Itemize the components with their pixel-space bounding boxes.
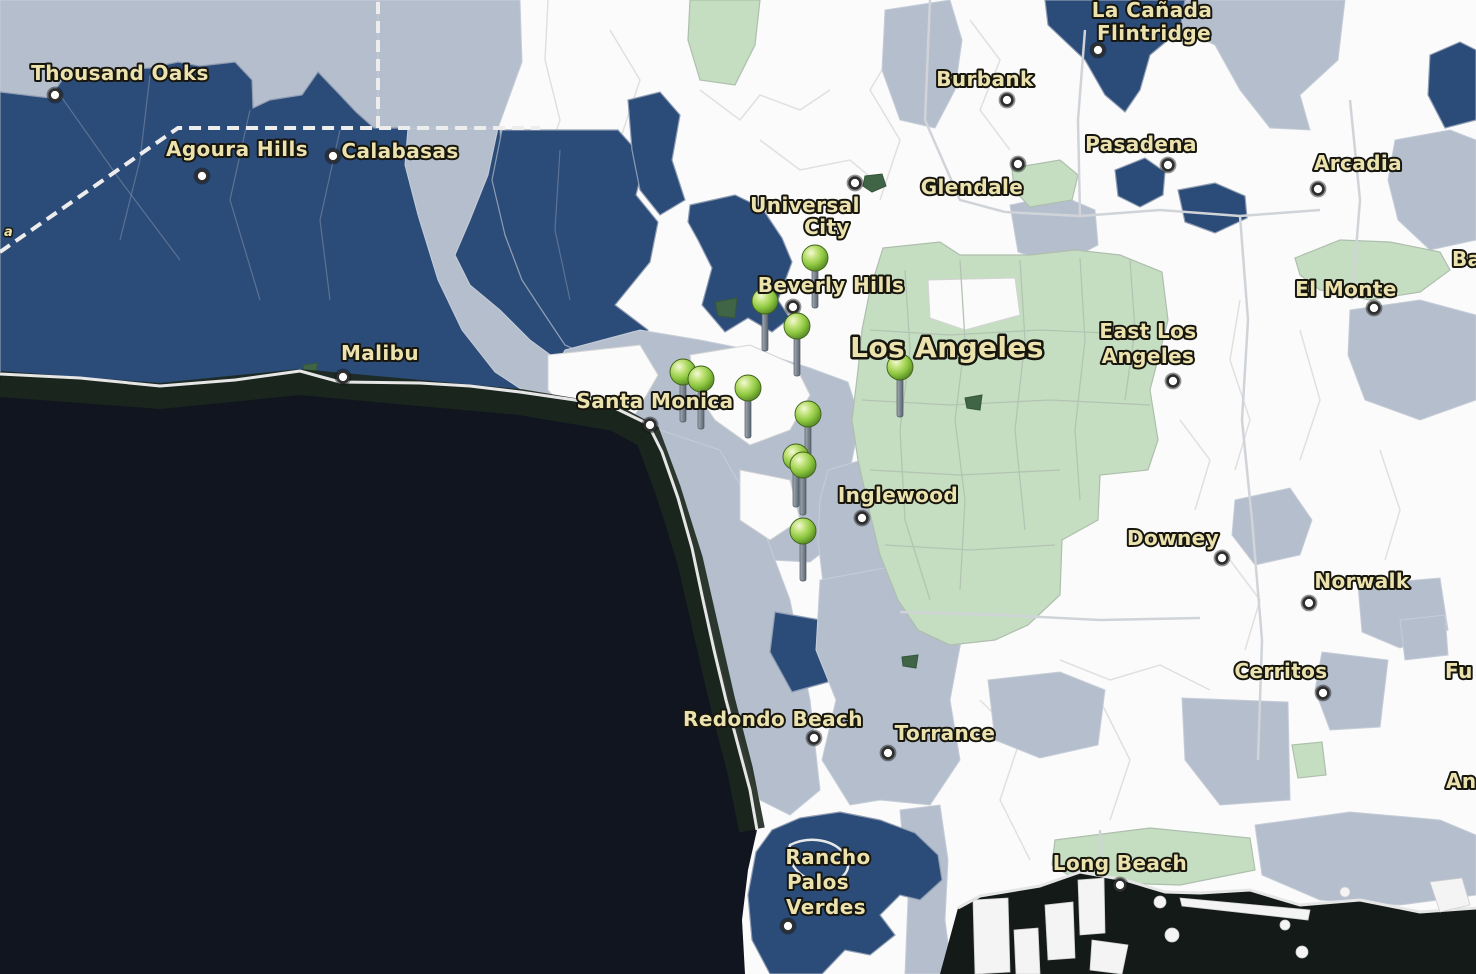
zip-boundaries <box>409 0 1401 861</box>
region-polygon <box>739 469 801 541</box>
city-label-agoura-hills: Agoura Hills <box>166 137 308 161</box>
city-label-cerritos: Cerritos <box>1234 659 1327 683</box>
city-label-la-canada-line2: Flintridge <box>1097 21 1211 45</box>
region-polygon <box>881 0 963 129</box>
city-marker-long-beach <box>1111 876 1129 894</box>
city-label-redondo-beach: Redondo Beach <box>683 707 863 731</box>
city-marker-east-los-angeles <box>1164 372 1182 390</box>
city-label-torrance: Torrance <box>895 721 996 745</box>
region-polygon <box>987 671 1106 759</box>
region-polygon <box>1114 157 1166 208</box>
park-patch <box>964 394 983 411</box>
city-label-santa-monica: Santa Monica <box>576 389 733 413</box>
city-label-calabasas: Calabasas <box>341 139 458 163</box>
city-label-glendale: Glendale <box>921 175 1024 199</box>
ocean <box>0 368 1476 974</box>
city-marker-rancho-palos-verdes <box>779 917 797 935</box>
region-polygon <box>1399 614 1449 661</box>
port-docks <box>972 877 1471 974</box>
region-polygon <box>1149 0 1346 131</box>
city-label-thousand-oaks: Thousand Oaks <box>31 61 209 85</box>
city-marker-agoura-hills <box>193 167 211 185</box>
city-marker-pasadena <box>1159 156 1177 174</box>
region-polygon <box>747 811 943 974</box>
city-marker-el-monte <box>1365 299 1383 317</box>
city-marker-thousand-oaks <box>46 86 64 104</box>
region-polygon <box>1291 741 1327 779</box>
city-label-los-angeles: Los Angeles <box>850 331 1044 364</box>
city-marker-cerritos <box>1314 684 1332 702</box>
city-label-universal-city-line1: Universal <box>750 193 860 217</box>
road-lines <box>899 0 1362 900</box>
city-label-east-la-line2: Angeles <box>1102 344 1195 368</box>
region-polygon <box>1231 487 1313 566</box>
partial-label-fullerton: Fu <box>1445 659 1473 683</box>
city-marker-downey <box>1213 549 1231 567</box>
park-patch <box>862 173 887 193</box>
city-marker-norwalk <box>1300 594 1318 612</box>
region-polygon <box>687 0 761 86</box>
city-label-beverly-hills: Beverly Hills <box>758 273 905 297</box>
city-label-universal-city-line2: City <box>804 215 850 239</box>
city-marker-inglewood <box>853 509 871 527</box>
region-polygon <box>1314 651 1389 731</box>
park-patch <box>901 654 919 669</box>
county-boundary-line <box>0 0 540 254</box>
region-polygon <box>851 241 1169 646</box>
region-polygon <box>1181 697 1291 806</box>
city-label-rpv-line1: Rancho <box>785 845 870 869</box>
city-marker-arcadia <box>1309 180 1327 198</box>
region-polygon <box>1427 41 1476 129</box>
city-label-arcadia: Arcadia <box>1314 151 1402 175</box>
city-marker-beverly-hills <box>784 298 802 316</box>
city-label-norwalk: Norwalk <box>1314 569 1410 593</box>
city-label-rpv-line3: Verdes <box>786 895 866 919</box>
city-label-long-beach: Long Beach <box>1053 851 1187 875</box>
city-label-inglewood: Inglewood <box>838 483 958 507</box>
city-label-la-canada-line1: La Cañada <box>1092 0 1213 22</box>
city-label-burbank: Burbank <box>936 67 1034 91</box>
city-label-pasadena: Pasadena <box>1085 132 1197 156</box>
region-polygon <box>1254 811 1476 906</box>
city-marker-glendale <box>1009 155 1027 173</box>
region-polygon <box>1044 0 1186 113</box>
city-marker-torrance <box>879 744 897 762</box>
partial-label-anaheim: An <box>1446 769 1476 793</box>
region-polygon <box>1011 159 1079 208</box>
region-polygon <box>927 277 1021 331</box>
city-label-rpv-line2: Palos <box>787 870 849 894</box>
park-patch <box>714 297 738 319</box>
region-polygon <box>1347 299 1476 421</box>
region-polygon <box>627 91 686 216</box>
region-polygon <box>377 0 523 129</box>
region-polygon <box>1051 827 1256 886</box>
city-labels: Thousand Oaks Agoura Hills Calabasas Mal… <box>3 0 1476 921</box>
santa-monica-bay <box>0 371 757 974</box>
city-marker-santa-monica <box>641 416 659 434</box>
region-polygon <box>1387 129 1476 251</box>
region-polygon <box>1294 239 1451 301</box>
city-label-malibu: Malibu <box>341 341 419 365</box>
city-marker-redondo-beach <box>805 729 823 747</box>
city-label-downey: Downey <box>1127 526 1219 550</box>
partial-label-baldwin: Ba <box>1452 247 1476 271</box>
city-marker-calabasas <box>324 147 342 165</box>
region-polygon <box>1177 182 1248 234</box>
partial-label-left-edge: a <box>4 225 13 240</box>
city-marker-burbank <box>998 91 1016 109</box>
city-label-east-la-line1: East Los <box>1099 319 1196 343</box>
city-label-el-monte: El Monte <box>1295 277 1397 301</box>
city-marker-universal-city <box>846 174 864 192</box>
city-marker-malibu <box>334 368 352 386</box>
